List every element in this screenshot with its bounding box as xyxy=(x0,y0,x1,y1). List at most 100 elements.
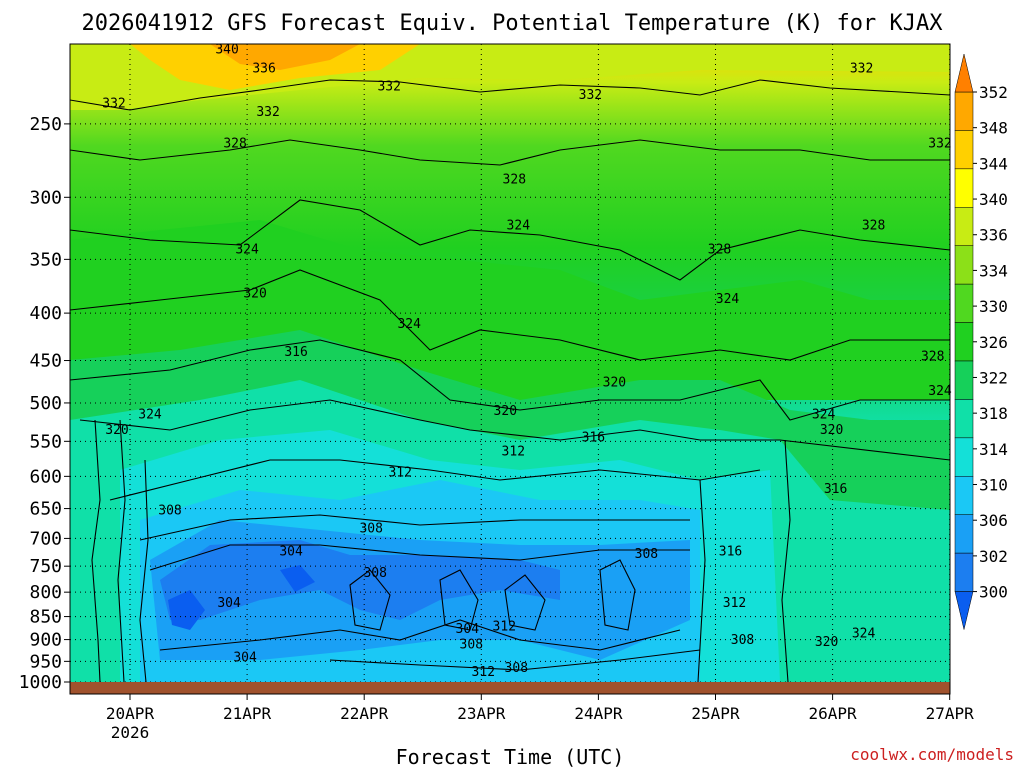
colorbar: 352 348 344 340 336 334 330 326 322 318 314 310 306 3… xyxy=(954,53,1008,630)
colorbar-label: 334 xyxy=(979,261,1008,280)
colorbar-segment xyxy=(954,91,974,131)
contour-label: 312 xyxy=(493,620,516,635)
contour-label: 324 xyxy=(852,626,876,641)
y-axis: 2503003504004505005506006507007508008509… xyxy=(19,114,70,693)
contour-label: 308 xyxy=(363,566,386,581)
contour-label: 324 xyxy=(235,243,259,258)
contour-label: 312 xyxy=(472,665,495,680)
contour-320 xyxy=(70,269,950,361)
colorbar-label: 352 xyxy=(979,83,1008,102)
colorbar-label: 310 xyxy=(979,476,1008,495)
contour-label: 332 xyxy=(102,96,125,111)
contour-label: 320 xyxy=(105,423,128,438)
contour-label: 332 xyxy=(850,61,873,76)
colorbar-segment xyxy=(954,130,974,170)
y-tick-label: 800 xyxy=(29,582,62,603)
x-tick-label: 22APR xyxy=(340,704,389,723)
contour-label: 316 xyxy=(719,544,742,559)
contour-label: 340 xyxy=(215,43,238,58)
contour-label: 320 xyxy=(243,287,266,302)
contour-label: 320 xyxy=(820,423,843,438)
y-tick-label: 900 xyxy=(29,630,62,651)
plot-area xyxy=(70,44,950,694)
contour-308 xyxy=(109,459,761,501)
chart-title: 2026041912 GFS Forecast Equiv. Potential… xyxy=(82,11,944,36)
x-axis-title: Forecast Time (UTC) xyxy=(396,745,625,768)
x-tick-label: 21APR xyxy=(223,704,272,723)
contour-label: 316 xyxy=(582,430,605,445)
colorbar-segment xyxy=(954,245,974,285)
y-tick-label: 850 xyxy=(29,607,62,628)
contour-label: 304 xyxy=(217,596,241,611)
colorbar-segment xyxy=(954,514,974,554)
colorbar-label: 302 xyxy=(979,547,1008,566)
colorbar-label: 348 xyxy=(979,119,1008,138)
deep-blue-region xyxy=(160,540,560,620)
contour-vertical-1 xyxy=(91,419,101,683)
x-tick-label: 20APR xyxy=(106,704,155,723)
contour-lower-a xyxy=(159,619,681,651)
colorbar-label: 314 xyxy=(979,440,1008,459)
contour-eddy-3 xyxy=(504,574,546,631)
colorbar-label: 318 xyxy=(979,404,1008,423)
colorbar-segment xyxy=(954,207,974,246)
contour-label: 328 xyxy=(503,173,526,188)
contour-label: 324 xyxy=(138,408,162,423)
x-tick-label: 27APR xyxy=(926,704,975,723)
colorbar-top-arrow xyxy=(954,53,974,93)
contour-label: 308 xyxy=(635,547,658,562)
x-tick-label: 24APR xyxy=(574,704,623,723)
colorbar-segment xyxy=(954,552,974,592)
x-tick-label: 23APR xyxy=(457,704,506,723)
colorbar-label: 330 xyxy=(979,297,1008,316)
colorbar-segment xyxy=(954,476,974,515)
contour-324 xyxy=(70,199,950,281)
y-tick-label: 300 xyxy=(29,187,62,208)
colorbar-bottom-arrow xyxy=(954,591,974,630)
contour-vertical-3 xyxy=(139,459,149,683)
contour-label: 324 xyxy=(812,408,836,423)
contour-label: 324 xyxy=(928,384,952,399)
x-tick-label: 25APR xyxy=(691,704,740,723)
credit-text: coolwx.com/models xyxy=(850,745,1014,764)
y-tick-label: 450 xyxy=(29,351,62,372)
y-tick-label: 500 xyxy=(29,393,62,414)
contour-eddy-4 xyxy=(599,559,636,631)
contour-label: 332 xyxy=(928,136,951,151)
colorbar-label: 322 xyxy=(979,368,1008,387)
y-tick-label: 350 xyxy=(29,249,62,270)
y-tick-label: 600 xyxy=(29,466,62,487)
contour-label: 324 xyxy=(716,292,740,307)
contour-label: 328 xyxy=(708,243,731,258)
colorbar-segment xyxy=(954,437,974,477)
contour-label: 324 xyxy=(507,219,531,234)
colorbar-segment xyxy=(954,322,974,362)
contour-label: 308 xyxy=(359,522,382,537)
contour-label: 320 xyxy=(494,404,517,419)
contour-lines xyxy=(70,79,950,683)
contour-vertical-5 xyxy=(697,479,706,683)
y-tick-label: 750 xyxy=(29,556,62,577)
contour-vertical-2 xyxy=(117,419,126,683)
contour-label: 312 xyxy=(723,596,746,611)
contour-label: 328 xyxy=(223,136,246,151)
contour-312 xyxy=(79,399,950,461)
contour-lower-b xyxy=(329,649,701,671)
colorbar-label: 306 xyxy=(979,511,1008,530)
contour-labels: 340 336 332 332 328 332 332 332 332 328 324 324 328 3… xyxy=(102,43,952,680)
contour-328 xyxy=(70,139,950,166)
contour-vertical-4 xyxy=(781,439,791,683)
contour-label: 332 xyxy=(377,79,400,94)
y-tick-label: 1000 xyxy=(19,672,62,693)
deepest-blue-region-2 xyxy=(280,565,315,592)
colorbar-label: 300 xyxy=(979,583,1008,602)
contour-label: 332 xyxy=(579,88,602,103)
x-axis: 20APR 21APR 22APR 23APR 24APR 25APR 26APR 27APR… xyxy=(106,694,974,742)
colorbar-label: 326 xyxy=(979,333,1008,352)
colorbar-label: 340 xyxy=(979,190,1008,209)
y-tick-label: 550 xyxy=(29,431,62,452)
deepest-blue-region xyxy=(168,590,205,630)
x-tick-year: 2026 xyxy=(111,723,150,742)
contour-label: 328 xyxy=(862,219,885,234)
